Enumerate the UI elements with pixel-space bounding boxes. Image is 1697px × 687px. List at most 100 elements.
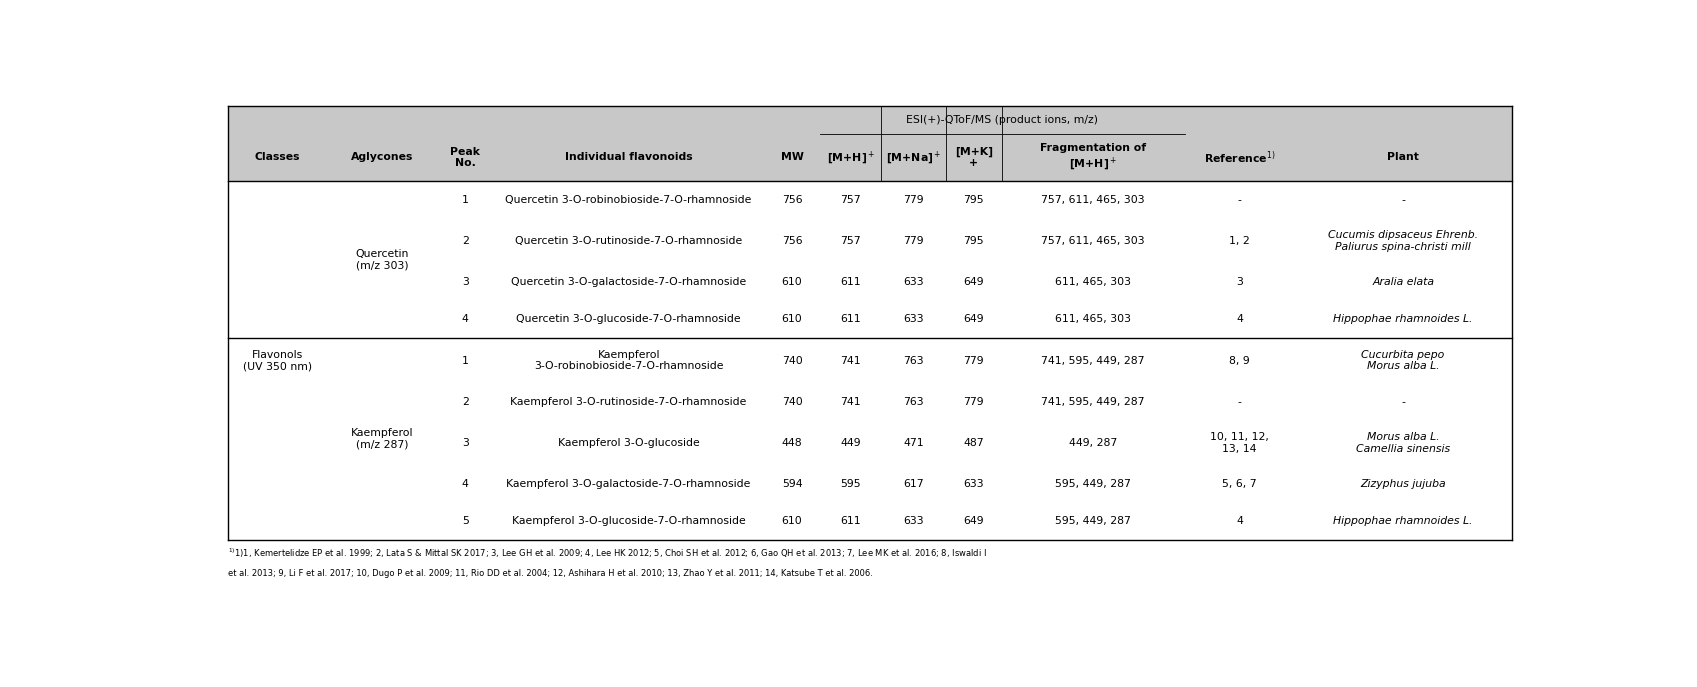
- Text: 756: 756: [782, 194, 803, 205]
- Text: 595: 595: [840, 479, 860, 489]
- Text: 594: 594: [782, 479, 803, 489]
- Text: Aglycones: Aglycones: [351, 153, 414, 162]
- Bar: [227, 383, 1512, 420]
- Text: 611, 465, 303: 611, 465, 303: [1056, 315, 1132, 324]
- Text: -: -: [1402, 396, 1405, 407]
- Text: 4: 4: [1237, 517, 1244, 526]
- Text: Quercetin 3-O-galactoside-7-O-rhamnoside: Quercetin 3-O-galactoside-7-O-rhamnoside: [511, 277, 747, 287]
- Text: -: -: [1402, 194, 1405, 205]
- Bar: [227, 301, 1512, 338]
- Text: 595, 449, 287: 595, 449, 287: [1056, 479, 1132, 489]
- Text: MW: MW: [781, 153, 803, 162]
- Bar: [227, 263, 1512, 301]
- Text: 611: 611: [840, 315, 860, 324]
- Text: Kaempferol 3-O-galactoside-7-O-rhamnoside: Kaempferol 3-O-galactoside-7-O-rhamnosid…: [506, 479, 750, 489]
- Text: 763: 763: [903, 356, 923, 365]
- Text: 633: 633: [903, 277, 923, 287]
- Text: Kaempferol 3-O-glucoside: Kaempferol 3-O-glucoside: [558, 438, 699, 448]
- Text: 1, 2: 1, 2: [1229, 236, 1251, 246]
- Text: Quercetin 3-O-glucoside-7-O-rhamnoside: Quercetin 3-O-glucoside-7-O-rhamnoside: [516, 315, 742, 324]
- Text: 741: 741: [840, 356, 860, 365]
- Text: 741: 741: [840, 396, 860, 407]
- Text: 3: 3: [1237, 277, 1244, 287]
- Text: $^{1)}$1)1, Kemertelidze EP et al. 1999; 2, Lata S & Mittal SK 2017; 3, Lee GH e: $^{1)}$1)1, Kemertelidze EP et al. 1999;…: [227, 546, 986, 560]
- Text: 740: 740: [782, 396, 803, 407]
- Text: Fragmentation of
[M+H]$^+$: Fragmentation of [M+H]$^+$: [1040, 143, 1145, 172]
- Text: 449: 449: [840, 438, 860, 448]
- Text: 795: 795: [964, 236, 984, 246]
- Text: 610: 610: [782, 277, 803, 287]
- Text: 2: 2: [462, 236, 468, 246]
- Text: 779: 779: [903, 236, 923, 246]
- Text: Quercetin 3-O-rutinoside-7-O-rhamnoside: Quercetin 3-O-rutinoside-7-O-rhamnoside: [516, 236, 742, 246]
- Text: 2: 2: [462, 396, 468, 407]
- Text: 779: 779: [903, 194, 923, 205]
- Bar: [227, 503, 1512, 540]
- Text: 448: 448: [782, 438, 803, 448]
- Text: 617: 617: [903, 479, 923, 489]
- Text: Zizyphus jujuba: Zizyphus jujuba: [1361, 479, 1446, 489]
- Text: Cucumis dipsaceus Ehrenb.
Paliurus spina-christi mill: Cucumis dipsaceus Ehrenb. Paliurus spina…: [1329, 230, 1478, 251]
- Text: Kaempferol 3-O-glucoside-7-O-rhamnoside: Kaempferol 3-O-glucoside-7-O-rhamnoside: [512, 517, 745, 526]
- Text: 449, 287: 449, 287: [1069, 438, 1117, 448]
- Text: 610: 610: [782, 517, 803, 526]
- Text: 741, 595, 449, 287: 741, 595, 449, 287: [1042, 396, 1145, 407]
- Text: ESI(+)-QToF/MS (product ions, m/z): ESI(+)-QToF/MS (product ions, m/z): [906, 115, 1098, 125]
- Text: et al. 2013; 9, Li F et al. 2017; 10, Dugo P et al. 2009; 11, Rio DD et al. 2004: et al. 2013; 9, Li F et al. 2017; 10, Du…: [227, 569, 872, 578]
- Text: 633: 633: [964, 479, 984, 489]
- Text: 649: 649: [964, 517, 984, 526]
- Text: [M+Na]$^+$: [M+Na]$^+$: [886, 149, 942, 166]
- Text: 8, 9: 8, 9: [1229, 356, 1251, 365]
- Text: 633: 633: [903, 315, 923, 324]
- Text: 756: 756: [782, 236, 803, 246]
- Bar: [227, 465, 1512, 503]
- Text: 487: 487: [964, 438, 984, 448]
- Text: Classes: Classes: [255, 153, 300, 162]
- Text: 1: 1: [462, 194, 468, 205]
- Text: -: -: [1237, 396, 1242, 407]
- Text: 757, 611, 465, 303: 757, 611, 465, 303: [1042, 236, 1145, 246]
- Text: 763: 763: [903, 396, 923, 407]
- Text: 795: 795: [964, 194, 984, 205]
- Text: 4: 4: [462, 479, 468, 489]
- Text: 779: 779: [964, 396, 984, 407]
- Bar: [227, 338, 1512, 383]
- Text: Peak
No.: Peak No.: [450, 146, 480, 168]
- Text: 649: 649: [964, 277, 984, 287]
- Text: 5: 5: [462, 517, 468, 526]
- Text: Reference$^{1)}$: Reference$^{1)}$: [1203, 149, 1276, 166]
- Bar: [227, 420, 1512, 465]
- Bar: [227, 181, 1512, 218]
- Text: 633: 633: [903, 517, 923, 526]
- Text: [M+H]$^+$: [M+H]$^+$: [826, 149, 874, 166]
- Text: Kaempferol
(m/z 287): Kaempferol (m/z 287): [351, 428, 414, 450]
- Text: -: -: [1237, 194, 1242, 205]
- Text: Aralia elata: Aralia elata: [1373, 277, 1434, 287]
- Bar: [227, 134, 1512, 181]
- Text: Quercetin
(m/z 303): Quercetin (m/z 303): [356, 249, 409, 271]
- Text: 611: 611: [840, 517, 860, 526]
- Text: Flavonols
(UV 350 nm): Flavonols (UV 350 nm): [243, 350, 312, 372]
- Text: 1: 1: [462, 356, 468, 365]
- Bar: [227, 218, 1512, 263]
- Text: 611: 611: [840, 277, 860, 287]
- Text: Hippophae rhamnoides L.: Hippophae rhamnoides L.: [1334, 517, 1473, 526]
- Text: 3: 3: [462, 277, 468, 287]
- Text: [M+K]
+: [M+K] +: [955, 146, 993, 168]
- Text: 4: 4: [1237, 315, 1244, 324]
- Text: 757: 757: [840, 236, 860, 246]
- Text: 595, 449, 287: 595, 449, 287: [1056, 517, 1132, 526]
- Text: Plant: Plant: [1386, 153, 1419, 162]
- Text: 10, 11, 12,
13, 14: 10, 11, 12, 13, 14: [1210, 432, 1269, 453]
- Text: 757: 757: [840, 194, 860, 205]
- Text: Kaempferol
3-O-robinobioside-7-O-rhamnoside: Kaempferol 3-O-robinobioside-7-O-rhamnos…: [535, 350, 723, 372]
- Text: Individual flavonoids: Individual flavonoids: [565, 153, 692, 162]
- Text: 779: 779: [964, 356, 984, 365]
- Text: Kaempferol 3-O-rutinoside-7-O-rhamnoside: Kaempferol 3-O-rutinoside-7-O-rhamnoside: [511, 396, 747, 407]
- Text: 471: 471: [903, 438, 923, 448]
- Text: 610: 610: [782, 315, 803, 324]
- Bar: [227, 106, 1512, 134]
- Text: 5, 6, 7: 5, 6, 7: [1222, 479, 1257, 489]
- Text: 741, 595, 449, 287: 741, 595, 449, 287: [1042, 356, 1145, 365]
- Text: Quercetin 3-O-robinobioside-7-O-rhamnoside: Quercetin 3-O-robinobioside-7-O-rhamnosi…: [506, 194, 752, 205]
